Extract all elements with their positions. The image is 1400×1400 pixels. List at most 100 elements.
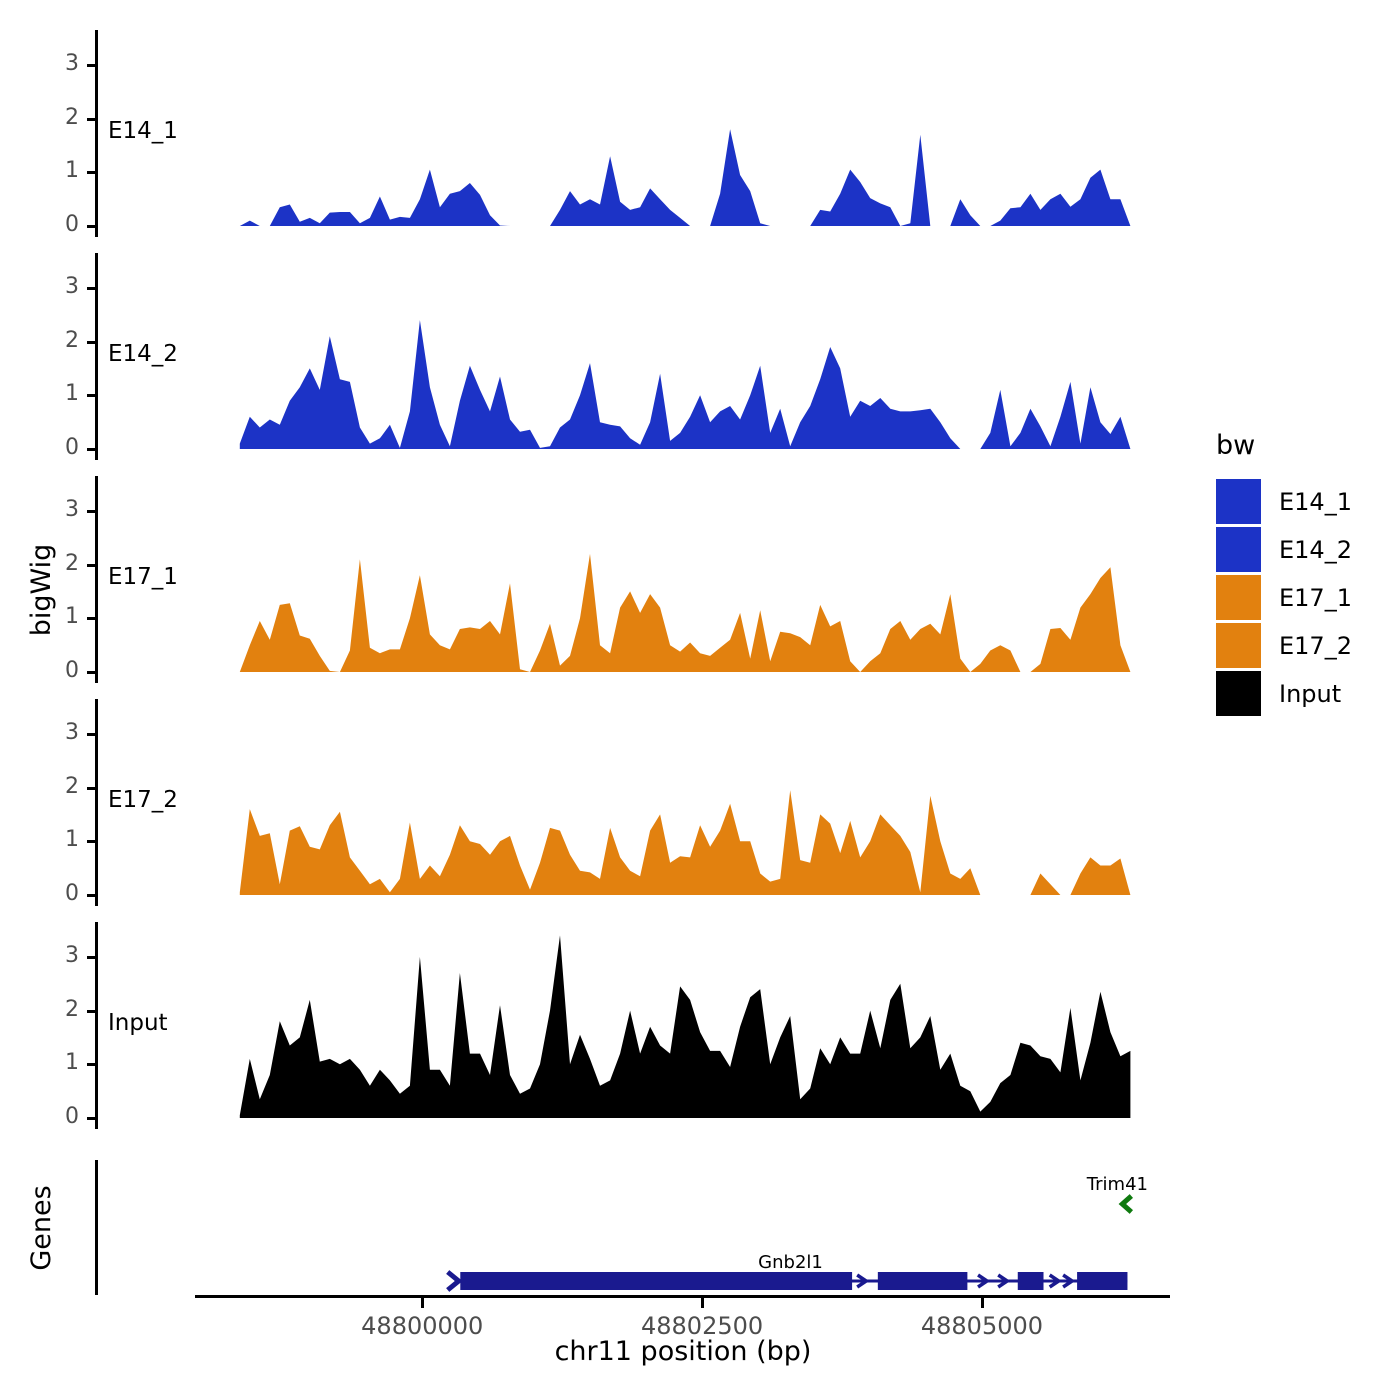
track-label-E17_1: E17_1 <box>108 564 178 590</box>
legend-label-E17_2: E17_2 <box>1279 631 1352 660</box>
gene-exon-Gnb2l1 <box>877 1272 968 1290</box>
y-tick-label-E14_2: 2 <box>65 327 79 353</box>
x-axis-line <box>195 1295 1170 1298</box>
y-tick-Input <box>87 1117 95 1120</box>
genes-axis-line <box>95 1160 98 1295</box>
coverage-polygon-E14_2 <box>239 320 1131 449</box>
y-tick-label-Input: 3 <box>65 942 79 968</box>
y-tick-label-E17_2: 3 <box>65 719 79 745</box>
legend-label-E17_1: E17_1 <box>1279 583 1352 612</box>
coverage-polygon-E17_2 <box>239 790 1131 895</box>
track-label-E14_1: E14_1 <box>108 118 178 144</box>
y-tick-label-E17_1: 1 <box>65 604 79 630</box>
legend-swatch-E14_1 <box>1216 479 1261 524</box>
gene-strand-arrow-icon-Gnb2l1 <box>977 1273 991 1289</box>
y-tick-E17_1 <box>87 617 95 621</box>
gene-strand-arrow-icon-Gnb2l1 <box>856 1273 870 1289</box>
gene-start-arrow-icon-Gnb2l1 <box>446 1270 463 1292</box>
y-tick-label-E17_2: 0 <box>65 881 79 906</box>
track-area-E14_1 <box>239 129 1131 226</box>
legend-item-E17_2: E17_2 <box>1216 623 1352 668</box>
y-tick-label-E17_2: 2 <box>65 773 79 799</box>
y-tick-Input <box>87 955 95 959</box>
track-area-Input <box>239 935 1131 1118</box>
y-tick-label-E14_2: 3 <box>65 273 79 299</box>
gene-exon-Gnb2l1 <box>460 1272 853 1290</box>
y-tick-E17_1 <box>87 671 95 674</box>
legend-swatch-E17_1 <box>1216 575 1261 620</box>
gene-exon-Gnb2l1 <box>1017 1272 1044 1290</box>
legend-item-E14_2: E14_2 <box>1216 527 1352 572</box>
y-tick-Input <box>87 1063 95 1067</box>
gene-strand-arrow-icon-Gnb2l1 <box>997 1273 1011 1289</box>
gene-label-Gnb2l1: Gnb2l1 <box>758 1252 823 1273</box>
y-tick-label-Input: 2 <box>65 996 79 1022</box>
y-tick-label-E17_1: 3 <box>65 496 79 522</box>
y-tick-E17_2 <box>87 732 95 736</box>
y-tick-E17_2 <box>87 786 95 790</box>
x-tick-label: 48800000 <box>361 1312 484 1340</box>
legend-label-Input: Input <box>1279 679 1342 708</box>
legend-items: E14_1 E14_2 E17_1 E17_2 Input <box>1216 479 1352 716</box>
track-area-E17_2 <box>239 790 1131 895</box>
legend-title: bw <box>1216 430 1256 461</box>
y-tick-label-E17_2: 1 <box>65 827 79 853</box>
x-tick <box>421 1297 425 1308</box>
y-tick-E14_2 <box>87 394 95 398</box>
legend-item-Input: Input <box>1216 671 1352 716</box>
y-tick-label-E14_1: 1 <box>65 158 79 184</box>
y-tick-E14_2 <box>87 448 95 451</box>
track-label-E17_2: E17_2 <box>108 787 178 813</box>
track-area-E17_1 <box>239 553 1131 672</box>
genes-drawing: Gnb2l1 Trim41 <box>446 1174 1148 1292</box>
y-tick-label-E14_2: 0 <box>65 435 79 460</box>
gene-strand-arrow-icon-Trim41 <box>1118 1194 1134 1214</box>
x-tick-label: 48805000 <box>920 1312 1044 1340</box>
x-tick <box>980 1297 984 1308</box>
y-tick-E14_2 <box>87 286 95 290</box>
gene-label-Trim41: Trim41 <box>1086 1174 1148 1195</box>
legend-item-E14_1: E14_1 <box>1216 479 1352 524</box>
track-label-Input: Input <box>108 1010 168 1036</box>
y-tick-E17_2 <box>87 840 95 844</box>
legend-label-E14_2: E14_2 <box>1279 535 1352 564</box>
y-axis-line-E14_2 <box>95 253 98 460</box>
track-label-E14_2: E14_2 <box>108 341 178 367</box>
y-tick-label-E14_1: 3 <box>65 50 79 76</box>
y-tick-E14_1 <box>87 63 95 67</box>
x-tick <box>701 1297 705 1308</box>
x-axis-title: chr11 position (bp) <box>554 1336 812 1367</box>
y-tick-E17_1 <box>87 509 95 513</box>
coverage-polygon-E14_1 <box>239 129 1131 226</box>
gene-exon-Gnb2l1 <box>1077 1272 1128 1290</box>
y-axis-label-genes: Genes <box>26 1185 57 1271</box>
legend-swatch-E14_2 <box>1216 527 1261 572</box>
y-tick-label-E14_1: 2 <box>65 104 79 130</box>
legend-label-E14_1: E14_1 <box>1279 487 1352 516</box>
y-axis-line-E14_1 <box>95 30 98 237</box>
y-axis-line-E17_1 <box>95 476 98 683</box>
x-tick-label: 48802500 <box>641 1312 764 1340</box>
y-tick-label-E17_1: 2 <box>65 550 79 576</box>
y-tick-label-E17_1: 0 <box>65 658 79 683</box>
legend-swatch-Input <box>1216 671 1261 716</box>
coverage-polygon-E17_1 <box>239 553 1131 672</box>
y-tick-label-E14_1: 0 <box>65 212 79 237</box>
legend: bw E14_1 E14_2 E17_1 E17_2 Input <box>1216 430 1352 719</box>
y-tick-label-Input: 0 <box>65 1104 79 1129</box>
coverage-polygon-Input <box>239 935 1131 1118</box>
y-tick-E17_1 <box>87 563 95 567</box>
legend-swatch-E17_2 <box>1216 623 1261 668</box>
y-axis-line-E17_2 <box>95 699 98 906</box>
y-tick-Input <box>87 1009 95 1013</box>
y-tick-label-E14_2: 1 <box>65 381 79 407</box>
y-tick-E14_1 <box>87 117 95 121</box>
track-area-E14_2 <box>239 320 1131 449</box>
y-tick-E14_2 <box>87 340 95 344</box>
y-tick-label-Input: 1 <box>65 1050 79 1076</box>
y-tick-E14_1 <box>87 171 95 175</box>
gene-strand-arrow-icon-Gnb2l1 <box>1048 1273 1062 1289</box>
y-tick-E17_2 <box>87 894 95 897</box>
gene-strand-arrow-icon-Gnb2l1 <box>1062 1273 1076 1289</box>
